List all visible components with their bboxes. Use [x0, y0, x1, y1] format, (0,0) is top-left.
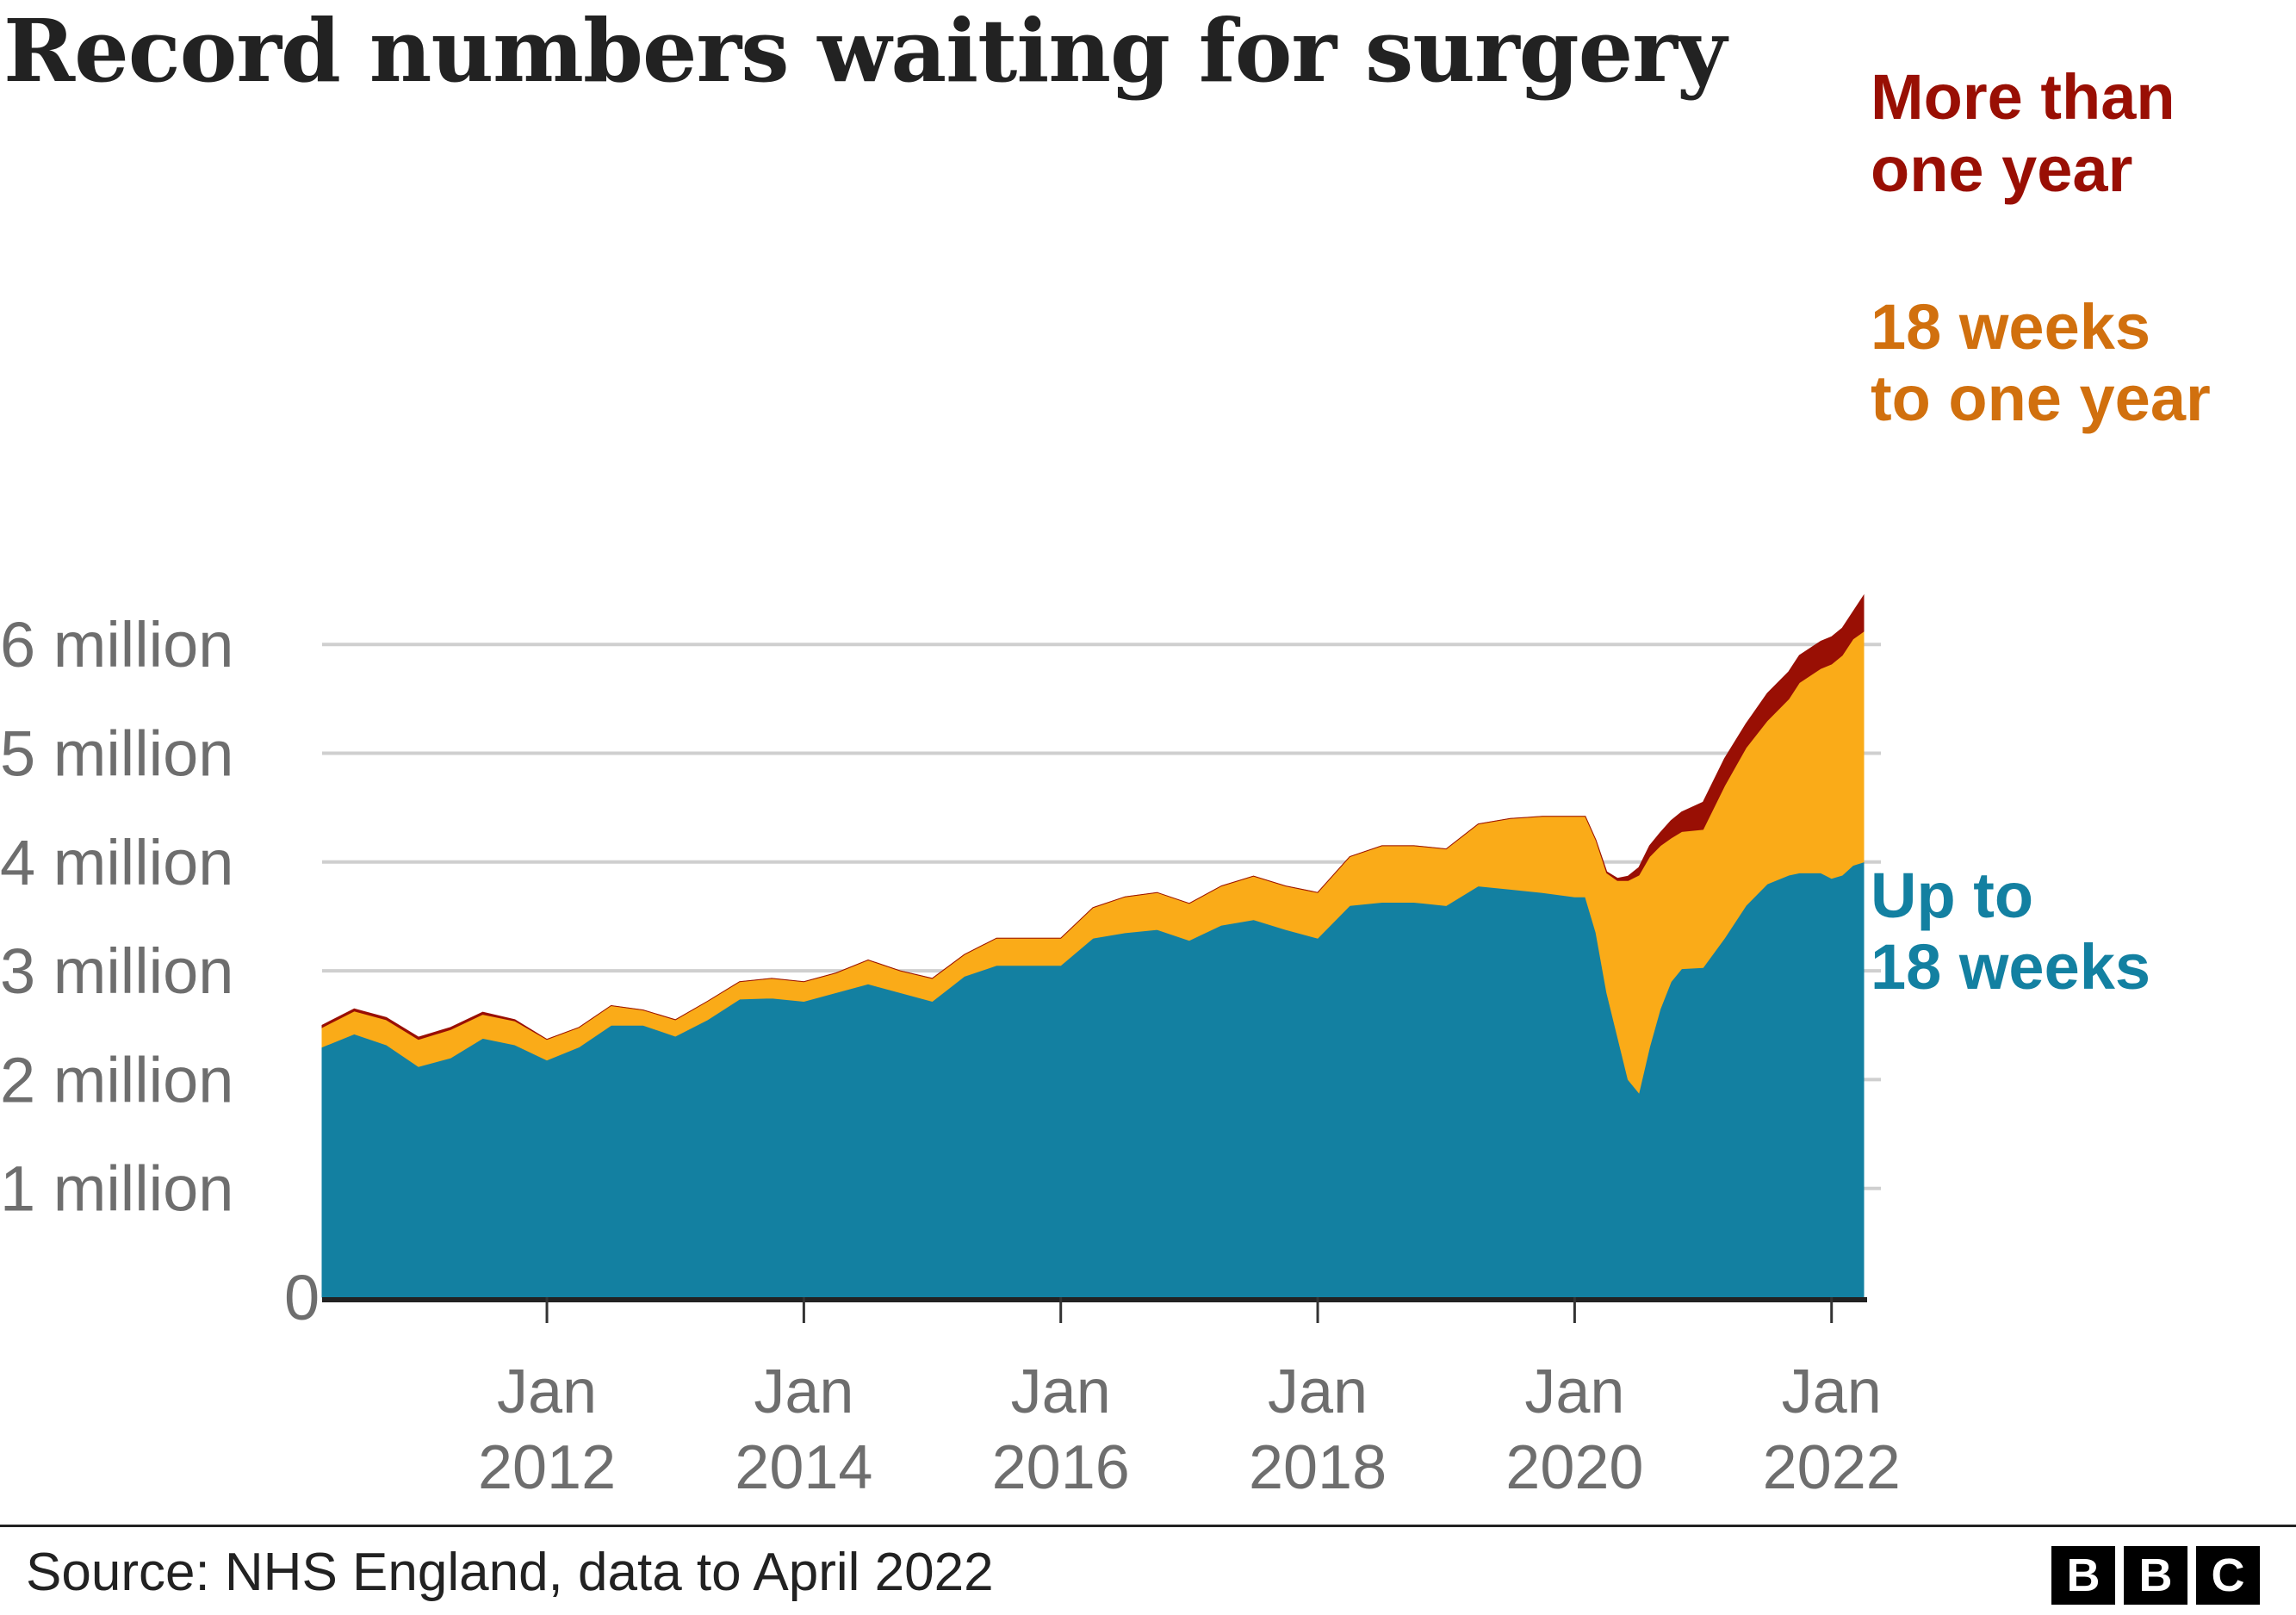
area-series	[321, 593, 1865, 1298]
area-more-than-one-year	[321, 593, 1865, 1040]
x-tick-label: Jan	[1011, 1357, 1111, 1426]
footer-divider	[0, 1525, 2296, 1527]
x-tick-label: Jan	[497, 1357, 597, 1426]
x-tick-label: Jan	[1524, 1357, 1624, 1426]
y-tick-label: 6 million	[0, 609, 233, 680]
x-tick-label: Jan	[1782, 1357, 1882, 1426]
bbc-logo-letter: C	[2196, 1546, 2260, 1605]
source-note: Source: NHS England, data to April 2022	[26, 1543, 994, 1602]
x-tick-label: Jan	[1268, 1357, 1368, 1426]
x-tick-label: 2022	[1763, 1433, 1901, 1502]
series-label: More than	[1871, 61, 2175, 133]
y-tick-label: 2 million	[0, 1044, 233, 1115]
y-tick-label: 4 million	[0, 827, 233, 898]
y-tick-label: 5 million	[0, 718, 233, 790]
x-tick-label: 2012	[478, 1433, 616, 1502]
bbc-logo-letter: B	[2124, 1546, 2187, 1605]
x-tick-label: 2014	[735, 1433, 872, 1502]
y-tick-label: 1 million	[0, 1153, 233, 1225]
x-tick-label: 2020	[1505, 1433, 1643, 1502]
bbc-logo: B B C	[2051, 1546, 2260, 1605]
bbc-logo-letter: B	[2051, 1546, 2115, 1605]
y-axis-labels: 0 1 million 2 million 3 million 4 million 5 m…	[0, 609, 320, 1333]
series-label: Up to	[1871, 860, 2033, 931]
chart-title: Record numbers waiting for surgery	[3, 0, 1727, 102]
x-tick-label: Jan	[754, 1357, 853, 1426]
series-label: one year	[1871, 134, 2132, 205]
series-label: 18 weeks	[1871, 931, 2150, 1003]
series-label: 18 weeks	[1871, 291, 2150, 363]
x-tick-label: 2018	[1249, 1433, 1387, 1502]
axes	[322, 1297, 1867, 1323]
x-tick-label: 2016	[992, 1433, 1130, 1502]
series-label: to one year	[1871, 363, 2211, 434]
x-axis-labels: Jan 2012 Jan 2014 Jan 2016 Jan 2018 Jan 2020 Jan 20…	[478, 1357, 1901, 1502]
y-tick-label: 0	[284, 1262, 320, 1333]
y-tick-label: 3 million	[0, 935, 233, 1007]
